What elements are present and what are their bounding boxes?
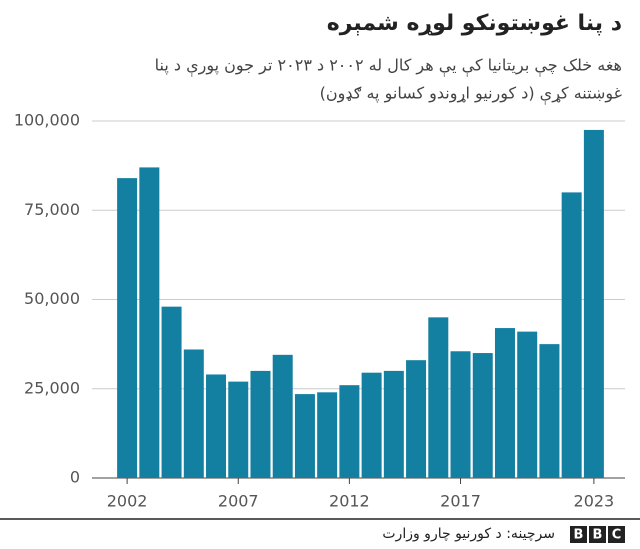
bar [272,354,293,478]
bar [183,349,204,478]
bar [583,129,604,479]
subtitle: غوښتنه کړې (د کورنیو اړوندو کسانو په ګډو… [320,84,622,106]
bar [450,351,471,478]
chart-title: د پنا غوښتونکو لوړه شمېره [327,11,622,36]
bar [428,317,449,478]
x-tick-label: 2012 [329,492,370,511]
bar [361,372,382,478]
bar [539,344,560,478]
x-tick-label: 2007 [218,492,259,511]
y-tick-label: 25,000 [24,378,80,397]
subtitle: هغه خلک چې بریتانیا کې یې هر کال له ۲۰۰۲… [155,56,622,78]
bar [339,385,360,478]
logo-box [570,526,587,543]
y-tick-label: 75,000 [24,200,80,219]
bar [383,370,404,478]
y-tick-label: 0 [70,468,80,487]
bar [117,178,138,478]
x-tick-label: 2023 [574,492,615,511]
bar [517,331,538,478]
logo-letter: B [574,528,584,543]
bar [250,370,271,478]
source: سرچینه: د کورنیو چارو وزارت [382,526,555,542]
x-tick-label: 2017 [440,492,481,511]
bar [139,167,160,478]
logo-letter: C [612,528,622,543]
bar [161,306,182,478]
bar [228,381,249,478]
logo-box [589,526,606,543]
y-tick-label: 50,000 [24,289,80,308]
logo-box [608,526,625,543]
logo-letter: B [593,528,603,543]
bar [494,328,515,478]
bar [317,392,338,478]
x-tick-label: 2002 [107,492,148,511]
bar [472,353,493,478]
bar [206,374,227,478]
bar [294,394,315,478]
y-tick-label: 100,000 [14,111,80,130]
bar [561,192,582,478]
bar [406,360,427,478]
